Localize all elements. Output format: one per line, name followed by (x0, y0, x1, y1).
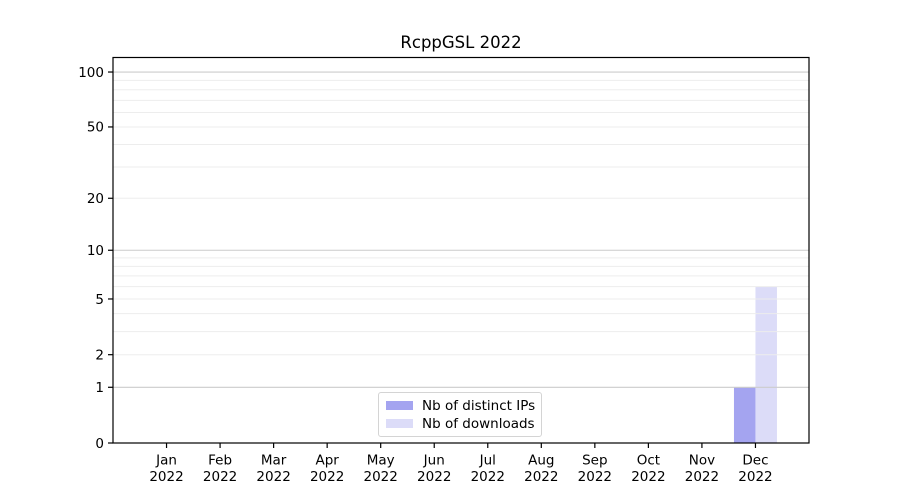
x-tick-label-month: Feb (208, 453, 232, 469)
legend-item-distinct-ips: Nb of distinct IPs (386, 397, 536, 414)
x-tick-label-year: 2022 (685, 469, 719, 485)
legend-swatch-downloads (386, 419, 413, 428)
x-tick-label-year: 2022 (310, 469, 344, 485)
x-tick-label-year: 2022 (738, 469, 772, 485)
bar-downloads-dec (755, 286, 777, 443)
x-tick-label-year: 2022 (631, 469, 665, 485)
legend-label-downloads: Nb of downloads (422, 415, 535, 432)
x-tick-label-year: 2022 (149, 469, 183, 485)
y-tick-label: 5 (95, 292, 104, 308)
x-tick-label-month: Aug (528, 453, 554, 469)
x-tick-label-month: Dec (742, 453, 768, 469)
y-tick-label: 50 (87, 120, 104, 136)
y-tick-label: 20 (87, 191, 104, 207)
x-tick-label-month: Sep (582, 453, 607, 469)
x-tick-label-year: 2022 (417, 469, 451, 485)
y-tick-label: 10 (87, 243, 104, 259)
x-tick-label-year: 2022 (524, 469, 558, 485)
x-tick-label-month: Jan (155, 453, 177, 469)
legend: Nb of distinct IPs Nb of downloads (378, 392, 542, 437)
y-tick-label: 0 (95, 436, 104, 452)
y-tick-label: 2 (95, 347, 104, 363)
x-tick-label-year: 2022 (471, 469, 505, 485)
chart-title: RcppGSL 2022 (400, 33, 522, 52)
x-tick-label-month: Oct (637, 453, 660, 469)
x-tick-label-month: May (367, 453, 395, 469)
y-tick-label: 1 (95, 380, 104, 396)
x-tick-label-month: Jun (423, 453, 445, 469)
y-tick-label: 100 (78, 65, 104, 81)
x-tick-label-year: 2022 (256, 469, 290, 485)
x-tick-label-month: Mar (261, 453, 287, 469)
legend-item-downloads: Nb of downloads (386, 415, 535, 432)
bar-distinct-ips-dec (733, 387, 756, 443)
x-tick-label-month: Jul (479, 453, 496, 469)
legend-label-distinct-ips: Nb of distinct IPs (422, 397, 536, 414)
legend-swatch-distinct-ips (386, 401, 413, 410)
x-tick-label-month: Nov (689, 453, 715, 469)
x-tick-label-year: 2022 (578, 469, 612, 485)
x-tick-label-year: 2022 (203, 469, 237, 485)
x-tick-label-year: 2022 (364, 469, 398, 485)
x-tick-label-month: Apr (315, 453, 339, 469)
